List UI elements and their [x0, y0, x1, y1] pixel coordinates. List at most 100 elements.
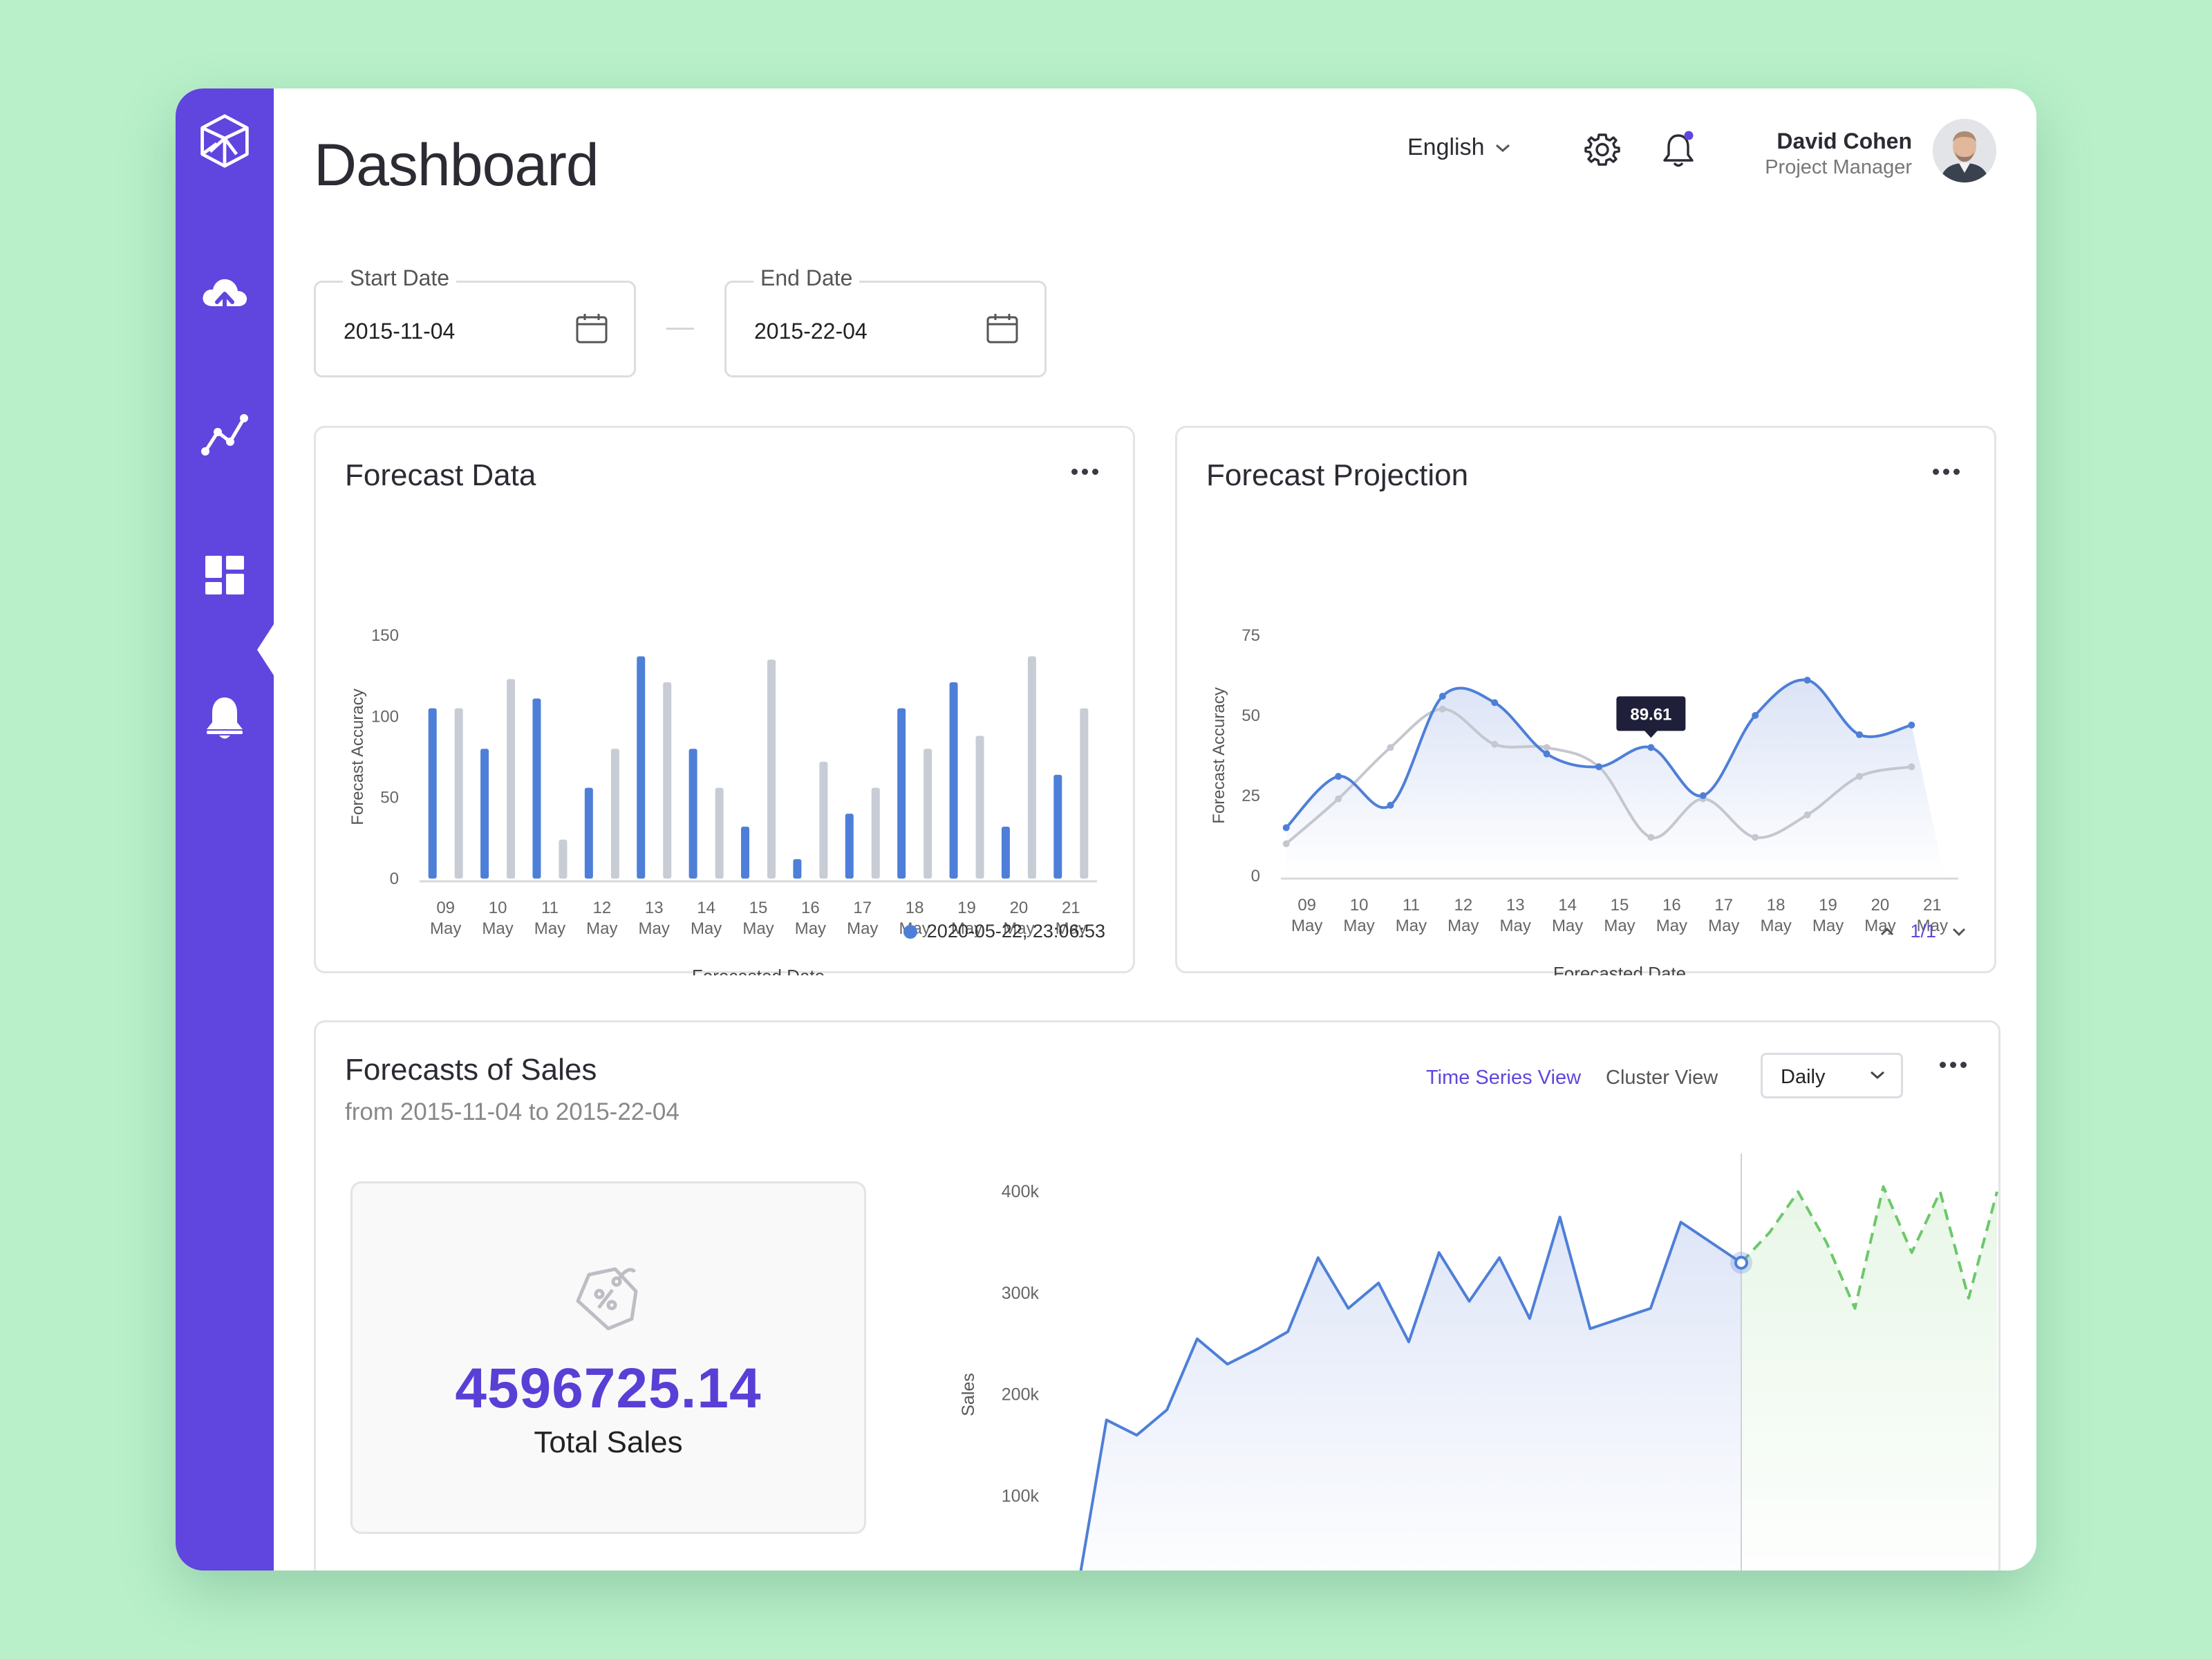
active-indicator	[257, 622, 275, 677]
x-tick-month: May	[1760, 917, 1791, 935]
x-tick-label: 21 May	[1917, 896, 1948, 935]
x-tick-label: 17 May	[847, 899, 878, 938]
bar	[507, 679, 516, 879]
legend-label: 2020-05-22, 23:06:53	[926, 921, 1105, 941]
x-tick-label: 11 May	[1396, 896, 1427, 935]
x-tick-day: 14	[1558, 896, 1577, 915]
x-tick-label: 19 May	[1812, 896, 1844, 935]
bar	[610, 749, 619, 879]
x-tick-month: May	[1056, 919, 1087, 938]
bell-icon[interactable]	[197, 690, 252, 745]
chevron-down-icon[interactable]	[1951, 927, 1967, 937]
language-select[interactable]: English	[1407, 134, 1511, 161]
line-chart-icon[interactable]	[197, 406, 252, 462]
x-tick-day: 09	[436, 899, 455, 917]
bar	[480, 749, 489, 879]
bar	[949, 682, 958, 879]
bar	[975, 735, 984, 879]
x-tick-day: 14	[697, 899, 715, 917]
x-tick-day: 13	[645, 899, 664, 917]
x-tick-label: 15 May	[742, 899, 774, 938]
x-tick-label: 15 May	[1604, 896, 1635, 935]
sales-chart: 400k300k200k100k0Sales11 Mar12 Mar13 Mar…	[959, 1154, 1998, 1571]
tab-time-series-view[interactable]: Time Series View	[1426, 1067, 1582, 1089]
sales-forecast-card: Forecasts of Sales from 2015-11-04 to 20…	[314, 1020, 2000, 1571]
x-axis-label: Forecasted Date	[692, 966, 825, 975]
x-tick-month: May	[534, 919, 565, 938]
x-tick-label: 16 May	[795, 899, 826, 938]
y-tick-label: 150	[371, 626, 399, 645]
x-tick-day: 15	[749, 899, 768, 917]
more-options-icon[interactable]	[1925, 461, 1967, 482]
series-point	[1438, 693, 1446, 700]
more-options-icon[interactable]	[1064, 461, 1105, 482]
y-tick-label: 400k	[1002, 1182, 1040, 1201]
x-tick-month: May	[1917, 917, 1948, 935]
more-options-icon[interactable]	[1932, 1054, 1974, 1075]
x-tick-month: May	[951, 919, 982, 938]
date-separator	[666, 328, 694, 330]
card-title: Forecasts of Sales	[345, 1053, 597, 1087]
bar	[454, 708, 463, 879]
series-point	[1282, 824, 1290, 832]
y-axis-label: Sales	[959, 1373, 978, 1416]
x-tick-day: 20	[1871, 896, 1890, 915]
series-point	[1699, 792, 1707, 799]
y-tick-label: 200k	[1002, 1385, 1040, 1405]
series-point	[1438, 705, 1446, 713]
period-select-value: Daily	[1781, 1066, 1826, 1088]
x-tick-day: 21	[1923, 896, 1942, 915]
pager: 1/1	[1880, 921, 1967, 942]
card-subtitle: from 2015-11-04 to 2015-22-04	[345, 1098, 679, 1125]
series-point	[1908, 763, 1915, 771]
x-tick-label: 10 May	[1343, 896, 1374, 935]
x-tick-day: 12	[1454, 896, 1472, 915]
bar	[428, 708, 437, 879]
bar	[741, 826, 749, 879]
x-tick-month: May	[482, 919, 513, 938]
series-point	[1908, 721, 1915, 729]
dashboard-grid-icon[interactable]	[197, 547, 252, 603]
bar	[1053, 774, 1062, 879]
bar	[688, 749, 697, 879]
x-tick-month: May	[691, 919, 722, 938]
notification-bell-icon[interactable]	[1658, 129, 1699, 170]
x-tick-day: 12	[592, 899, 611, 917]
legend-dot	[903, 924, 917, 939]
tooltip-value: 89.61	[1630, 705, 1671, 724]
tab-cluster-view[interactable]: Cluster View	[1606, 1067, 1718, 1089]
page-title: Dashboard	[314, 132, 599, 198]
forecast-projection-card: Forecast Projection 75 50 25 0 09 May 10 May 11 M…	[1175, 426, 1996, 975]
card-title: Forecast Projection	[1206, 458, 1469, 492]
end-date-field[interactable]: 2015-22-04	[724, 281, 1047, 377]
start-date-field[interactable]: 2015-11-04	[314, 281, 636, 377]
series-point	[1803, 811, 1811, 818]
chevron-up-icon[interactable]	[1880, 927, 1895, 937]
x-tick-day: 16	[1662, 896, 1681, 915]
x-tick-label: 14 May	[1552, 896, 1583, 935]
series-point	[1803, 676, 1811, 684]
x-tick-month: May	[1447, 917, 1479, 935]
logo-icon[interactable]	[197, 113, 252, 169]
x-tick-month: May	[1656, 917, 1687, 935]
user-role: Project Manager	[1765, 156, 1912, 178]
series-point	[1752, 712, 1759, 719]
avatar[interactable]	[1933, 119, 1996, 182]
x-tick-label: 10 May	[482, 899, 513, 938]
x-tick-day: 19	[1819, 896, 1837, 915]
x-tick-day: 09	[1297, 896, 1316, 915]
gear-icon[interactable]	[1582, 129, 1623, 170]
y-tick-label: 0	[1251, 867, 1260, 885]
x-tick-day: 20	[1010, 899, 1029, 917]
series-point	[1855, 731, 1863, 738]
price-tag-icon	[576, 1267, 638, 1331]
chart-legend[interactable]: 2020-05-22, 23:06:53	[903, 921, 1105, 942]
period-select[interactable]: Daily	[1761, 1053, 1903, 1098]
calendar-icon[interactable]	[985, 312, 1020, 346]
language-label: English	[1407, 134, 1485, 160]
x-tick-day: 13	[1506, 896, 1525, 915]
x-tick-day: 18	[1767, 896, 1785, 915]
bar	[767, 659, 776, 879]
calendar-icon[interactable]	[574, 312, 609, 346]
cloud-upload-icon[interactable]	[197, 268, 252, 324]
